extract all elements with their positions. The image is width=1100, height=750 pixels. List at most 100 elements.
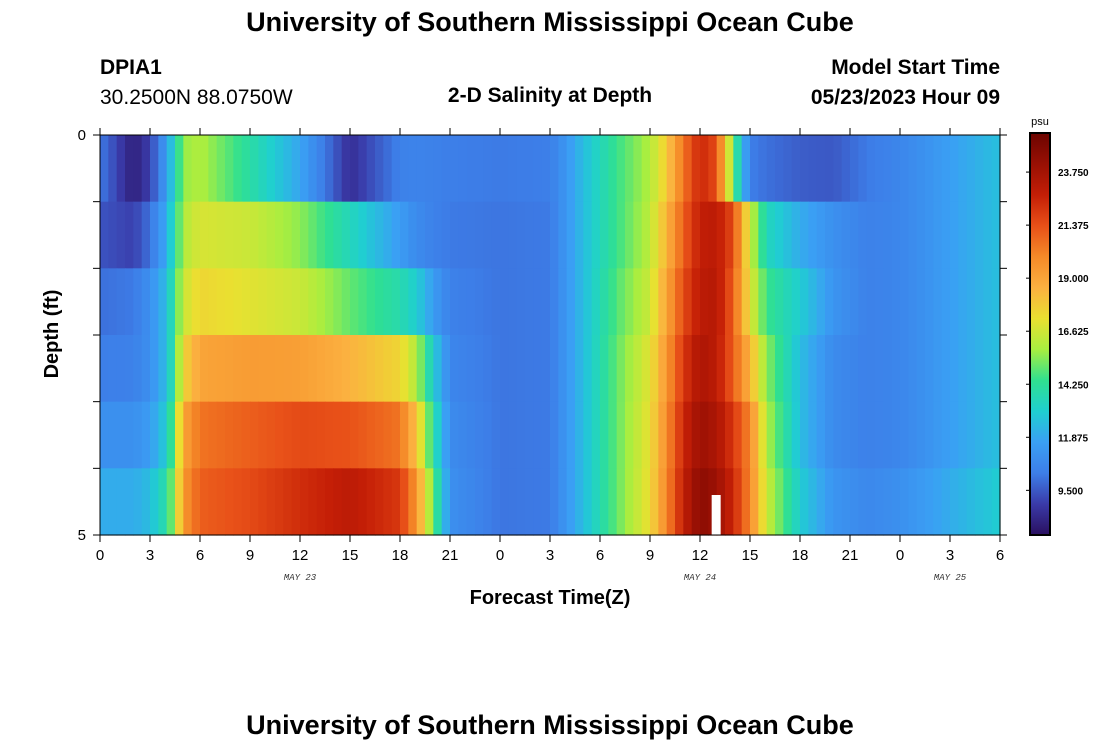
heatmap-cell — [875, 201, 884, 269]
heatmap-cell — [925, 268, 934, 336]
heatmap-cell — [133, 268, 143, 336]
heatmap-cell — [883, 135, 893, 203]
heatmap-cell — [416, 135, 426, 203]
heatmap-cell — [141, 468, 151, 536]
heatmap-cell — [791, 201, 801, 269]
x-tick-label: 18 — [392, 547, 409, 564]
heatmap-cell — [591, 268, 601, 336]
heatmap-cell — [250, 201, 259, 269]
heatmap-cell — [383, 135, 393, 203]
heatmap-cell — [666, 401, 676, 469]
x-tick-label: 3 — [946, 547, 954, 564]
heatmap-cell — [558, 135, 568, 203]
heatmap-cell — [391, 201, 401, 269]
x-tick-label: 0 — [896, 547, 904, 564]
heatmap-cell — [500, 201, 509, 269]
heatmap-cell — [908, 268, 918, 336]
heatmap-cell — [208, 201, 218, 269]
heatmap-cell — [458, 468, 468, 536]
heatmap-cell — [258, 268, 268, 336]
heatmap-cell — [133, 468, 143, 536]
heatmap-cell — [708, 201, 718, 269]
heatmap-cell — [483, 201, 493, 269]
heatmap-cell — [583, 135, 593, 203]
heatmap-cell — [283, 401, 293, 469]
heatmap-cell — [875, 135, 884, 203]
heatmap-cell — [291, 135, 301, 203]
heatmap-cell — [991, 135, 1001, 203]
heatmap-cell — [400, 135, 409, 203]
y-axis-label: Depth (ft) — [41, 290, 63, 379]
heatmap-cell — [158, 135, 168, 203]
heatmap-cell — [875, 268, 884, 336]
heatmap-cell — [125, 335, 134, 403]
heatmap-cell — [333, 335, 343, 403]
heatmap-cell — [650, 401, 659, 469]
heatmap-cell — [733, 468, 743, 536]
colorbar-scale — [1029, 132, 1051, 536]
heatmap-cell — [933, 401, 943, 469]
heatmap-cell — [833, 201, 843, 269]
heatmap-cell — [983, 201, 993, 269]
heatmap-cell — [225, 135, 234, 203]
heatmap-cell — [341, 468, 351, 536]
heatmap-cell — [250, 335, 259, 403]
heatmap-cell — [575, 335, 584, 403]
heatmap-cell — [150, 268, 159, 336]
heatmap-cell — [558, 401, 568, 469]
heatmap-cell — [100, 401, 109, 469]
heatmap-cell — [383, 468, 393, 536]
heatmap-cell — [191, 401, 201, 469]
heatmap-cell — [116, 335, 126, 403]
model-start-label: Model Start Time — [831, 56, 1000, 79]
heatmap-cell — [366, 468, 376, 536]
heatmap-cell — [150, 468, 159, 536]
heatmap-cell — [166, 135, 176, 203]
heatmap-cell — [158, 468, 168, 536]
heatmap-cell — [741, 268, 751, 336]
heatmap-cell — [633, 335, 643, 403]
heatmap-cell — [200, 201, 209, 269]
heatmap-cell — [108, 135, 118, 203]
heatmap-cell — [441, 335, 451, 403]
heatmap-cell — [433, 135, 443, 203]
heatmap-cell — [608, 135, 618, 203]
colorbar-unit: psu — [1031, 116, 1049, 128]
heatmap-cell — [716, 268, 726, 336]
heatmap-cell — [583, 201, 593, 269]
heatmap-cell — [233, 335, 243, 403]
x-tick-label: 15 — [742, 547, 759, 564]
heatmap-cell — [433, 401, 443, 469]
heatmap-cell — [208, 335, 218, 403]
heatmap-cell — [233, 201, 243, 269]
heatmap-cell — [466, 468, 476, 536]
heatmap-cell — [183, 335, 193, 403]
heatmap-cell — [158, 401, 168, 469]
heatmap-cell — [408, 201, 418, 269]
heatmap-cell — [408, 268, 418, 336]
heatmap-cell — [741, 401, 751, 469]
heatmap-cell — [925, 335, 934, 403]
heatmap-cell — [175, 135, 184, 203]
heatmap-cell — [975, 401, 984, 469]
heatmap-cell — [483, 468, 493, 536]
heatmap-cell — [525, 135, 534, 203]
heatmap-cell — [266, 268, 276, 336]
heatmap-cell — [825, 135, 834, 203]
heatmap-cell — [366, 401, 376, 469]
heatmap-cell — [608, 401, 618, 469]
heatmap-cell — [125, 135, 134, 203]
model-start-value: 05/23/2023 Hour 09 — [810, 86, 1000, 109]
heatmap-cell — [308, 268, 318, 336]
heatmap-cell — [366, 201, 376, 269]
x-tick-label: 6 — [596, 547, 604, 564]
x-tick-label: 18 — [792, 547, 809, 564]
heatmap-cell — [600, 135, 609, 203]
heatmap-cell — [416, 401, 426, 469]
heatmap-cell — [116, 468, 126, 536]
heatmap-cell — [758, 468, 768, 536]
heatmap-cell — [766, 135, 776, 203]
heatmap-cell — [500, 268, 509, 336]
heatmap-cell — [141, 401, 151, 469]
heatmap-cell — [325, 201, 334, 269]
